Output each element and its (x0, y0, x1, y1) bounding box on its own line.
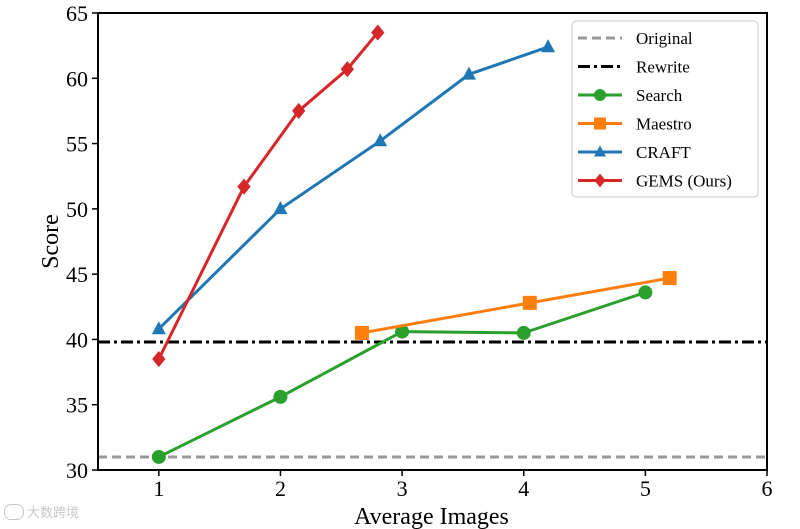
legend-search-marker (594, 89, 606, 101)
legend-gems-ours-label: GEMS (Ours) (636, 172, 732, 191)
x-tick-label: 4 (518, 476, 529, 501)
legend-maestro-label: Maestro (636, 115, 692, 134)
legend: Original Rewrite Search Maestro CRAFT GEMS (O… (571, 20, 759, 198)
maestro-point (522, 295, 537, 310)
maestro-point (662, 271, 677, 286)
gems-ours-point (237, 178, 251, 195)
craft-point (373, 133, 388, 147)
maestro-line (361, 276, 670, 335)
x-tick-label: 3 (397, 476, 408, 501)
craft-point (541, 39, 556, 53)
legend-craft-marker (594, 145, 606, 157)
x-tick-label: 6 (762, 476, 773, 501)
y-tick-label: 35 (66, 393, 88, 418)
watermark-logo-icon (4, 503, 24, 520)
craft-line (157, 45, 549, 331)
plot-frame (97, 12, 768, 471)
legend-search-label: Search (636, 86, 683, 105)
y-tick-label: 30 (66, 458, 88, 483)
craft-point (151, 321, 166, 335)
gems-ours-point (292, 102, 306, 119)
y-tick-label: 40 (66, 327, 88, 352)
search-line (158, 290, 646, 459)
y-tick-label: 65 (66, 1, 88, 26)
search-point (151, 449, 166, 464)
x-axis-label: Average Images (354, 504, 509, 529)
craft-point (461, 66, 476, 80)
legend-craft-label: CRAFT (636, 143, 691, 162)
craft-point (273, 201, 288, 215)
legend-rewrite-label: Rewrite (636, 58, 690, 77)
plot-marks (98, 24, 767, 464)
y-tick-label: 60 (66, 66, 88, 91)
maestro-point (354, 325, 369, 340)
gems-ours-line (157, 31, 379, 360)
search-point (395, 324, 410, 339)
search-point (273, 389, 288, 404)
x-tick-label: 1 (153, 476, 164, 501)
y-axis-label: Score (38, 214, 64, 269)
legend-gems-ours-marker (594, 173, 606, 188)
y-tick-label: 50 (66, 197, 88, 222)
x-tick-label: 2 (275, 476, 286, 501)
search-point (638, 285, 653, 300)
y-tick-label: 45 (66, 262, 88, 287)
watermark-text: 大数跨境 (27, 506, 80, 521)
y-tick-label: 55 (66, 132, 88, 157)
gems-ours-point (340, 61, 355, 78)
x-tick-label: 5 (640, 476, 651, 501)
legend-maestro-marker (594, 117, 606, 130)
watermark: 大数跨境 (4, 502, 79, 521)
gems-ours-point (371, 24, 385, 41)
search-point (516, 325, 531, 340)
gems-ours-point (152, 350, 166, 368)
legend-original-label: Original (636, 29, 693, 48)
